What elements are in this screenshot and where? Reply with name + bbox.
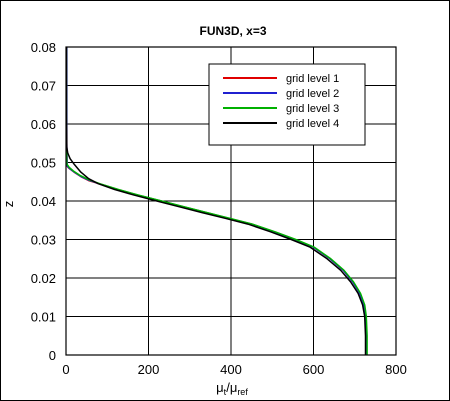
y-tick-label: 0.07: [31, 79, 56, 94]
plot-series: [65, 47, 368, 355]
y-tick-label: 0.01: [31, 310, 56, 325]
y-tick-label: 0: [49, 348, 56, 363]
y-tick-label: 0.04: [31, 194, 56, 209]
legend: grid level 1 grid level 2 grid level 3 grid…: [208, 63, 366, 146]
x-tick-label: 400: [220, 362, 242, 377]
x-tick-label: 200: [138, 362, 160, 377]
legend-label-grid-level-2: grid level 2: [286, 88, 339, 100]
legend-label-grid-level-4: grid level 4: [286, 118, 339, 130]
x-tick-label: 800: [385, 362, 407, 377]
series-line-grid-level-3: [65, 47, 368, 355]
x-tick-label: 600: [303, 362, 325, 377]
plot-area-border: [65, 46, 397, 356]
y-axis-label: z: [1, 201, 16, 208]
chart-title: FUN3D, x=3: [199, 24, 266, 38]
x-axis-label: μt/μref: [216, 380, 248, 397]
series-line-grid-level-4: [65, 47, 367, 355]
x-tick-label: 0: [62, 362, 69, 377]
legend-label-grid-level-3: grid level 3: [286, 103, 339, 115]
y-tick-label: 0.08: [31, 40, 56, 55]
y-tick-label: 0.05: [31, 156, 56, 171]
legend-label-grid-level-1: grid level 1: [286, 73, 339, 85]
axis-ticks: 0 200 400 600 800 0 0.01 0.02 0.03 0.04 0.05 0.06 0.…: [31, 40, 407, 377]
y-tick-label: 0.02: [31, 271, 56, 286]
y-tick-label: 0.06: [31, 117, 56, 132]
y-tick-label: 0.03: [31, 233, 56, 248]
